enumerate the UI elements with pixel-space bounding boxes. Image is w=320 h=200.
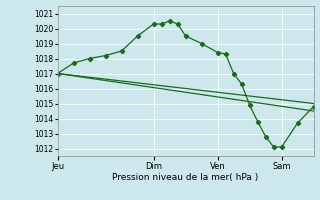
X-axis label: Pression niveau de la mer( hPa ): Pression niveau de la mer( hPa ) — [112, 173, 259, 182]
